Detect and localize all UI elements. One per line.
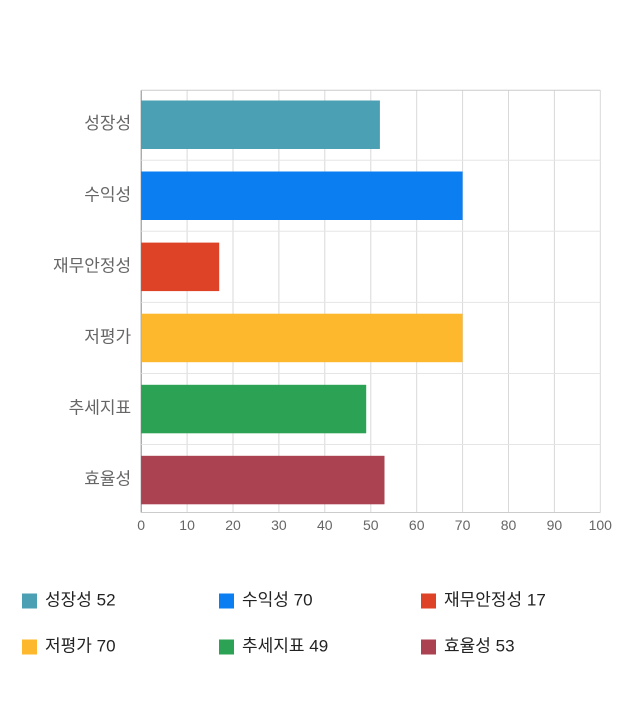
svg-text:20: 20 — [225, 517, 241, 533]
svg-text:성장성 52: 성장성 52 — [45, 590, 116, 609]
svg-text:30: 30 — [271, 517, 287, 533]
svg-text:50: 50 — [363, 517, 379, 533]
svg-text:재무안정성 17: 재무안정성 17 — [444, 590, 546, 609]
svg-text:추세지표: 추세지표 — [69, 398, 132, 417]
svg-text:수익성: 수익성 — [84, 185, 131, 204]
svg-text:추세지표 49: 추세지표 49 — [242, 636, 328, 655]
svg-text:40: 40 — [317, 517, 333, 533]
svg-text:10: 10 — [179, 517, 195, 533]
svg-text:재무안정성: 재무안정성 — [53, 256, 131, 275]
svg-text:수익성 70: 수익성 70 — [242, 590, 313, 609]
svg-text:80: 80 — [501, 517, 517, 533]
svg-text:성장성: 성장성 — [84, 114, 131, 133]
svg-text:100: 100 — [589, 517, 613, 533]
svg-text:효율성 53: 효율성 53 — [444, 636, 515, 655]
svg-text:90: 90 — [547, 517, 563, 533]
svg-text:70: 70 — [455, 517, 471, 533]
svg-text:저평가: 저평가 — [84, 327, 131, 346]
svg-text:저평가 70: 저평가 70 — [45, 636, 116, 655]
svg-text:60: 60 — [409, 517, 425, 533]
svg-text:0: 0 — [137, 517, 145, 533]
svg-text:효율성: 효율성 — [84, 470, 131, 489]
